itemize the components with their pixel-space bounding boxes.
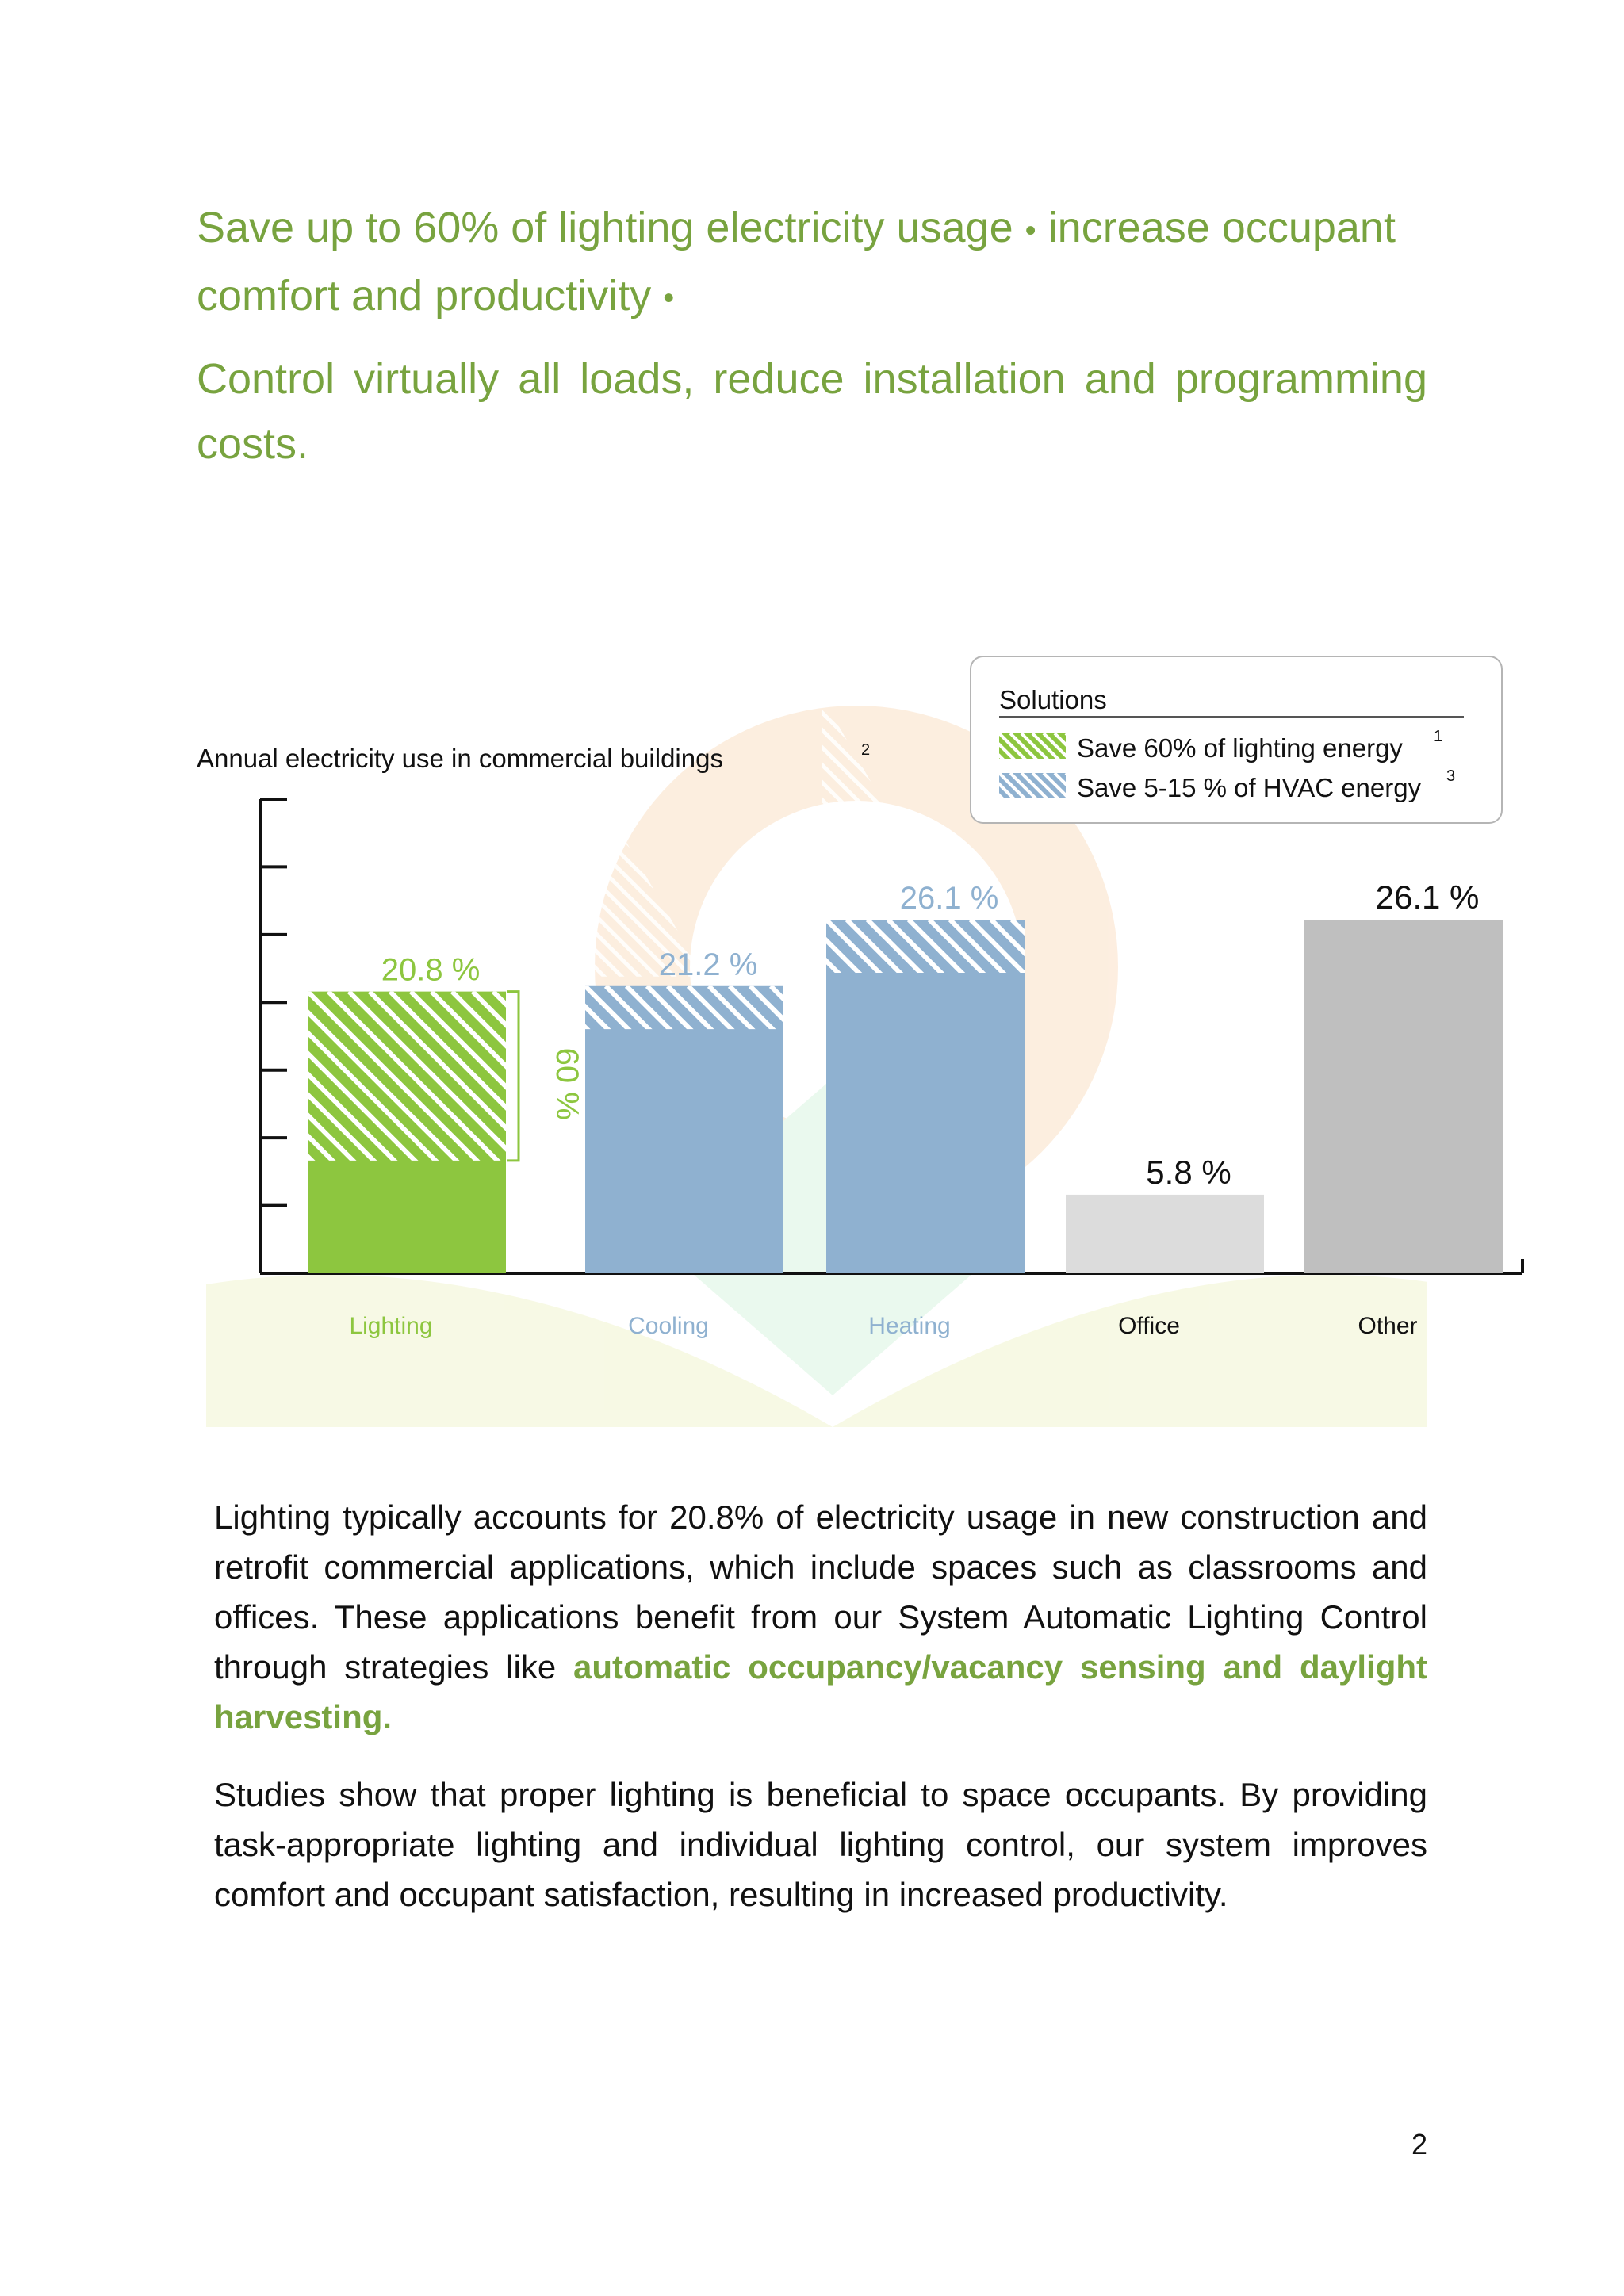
category-label-cooling: Cooling [628, 1313, 709, 1339]
category-label-office: Office [1118, 1313, 1180, 1339]
bullet-separator-2: • [663, 281, 675, 316]
legend-swatch-1 [999, 733, 1066, 759]
bar-cooling [585, 985, 783, 1273]
category-labels: Lighting Cooling Heating Office Other [349, 1313, 1417, 1339]
headline-part-2: increase occupant comfort and productivi… [197, 204, 1396, 320]
value-label-office: 5.8 % [1146, 1154, 1231, 1191]
paragraph-lighting-strategies: automatic occupancy/vacancy sensing and … [214, 1648, 1427, 1735]
value-label-heating: 26.1 % [900, 881, 999, 916]
value-label-other: 26.1 % [1376, 878, 1480, 916]
legend-item-1-footnote: 1 [1434, 728, 1442, 745]
paragraph-lighting-share: Lighting typically accounts for 20.8% of… [214, 1492, 1427, 1742]
category-label-lighting: Lighting [349, 1313, 432, 1339]
chart-title: Annual electricity use in commercial bui… [197, 744, 723, 773]
headline-control: Control virtually all loads, reduce inst… [197, 355, 1427, 468]
legend: Solutions Save 60% of lighting energy 1 Sav… [970, 656, 1503, 824]
paragraph-lighting-share-text: Lighting typically accounts for 20.8% of… [214, 1498, 1427, 1686]
savings-bracket: 60 % [508, 990, 584, 1162]
electricity-use-chart: Annual electricity use in commercial bui… [197, 656, 1524, 1427]
legend-title: Solutions [999, 685, 1107, 714]
savings-hatch-heating [826, 920, 1025, 973]
savings-bracket-label: 60 % [550, 1048, 584, 1120]
legend-box [970, 656, 1503, 824]
legend-swatch-2 [999, 773, 1066, 798]
legend-item-2-footnote: 3 [1446, 767, 1455, 785]
legend-item-1-label: Save 60% of lighting energy [1077, 733, 1403, 763]
legend-item-2-label: Save 5-15 % of HVAC energy [1077, 773, 1422, 802]
savings-hatch-lighting [308, 991, 506, 1161]
value-label-cooling: 21.2 % [659, 947, 758, 982]
page-number: 2 [1411, 2128, 1428, 2160]
chart-title-footnote: 2 [861, 741, 870, 759]
savings-bracket-line [508, 990, 520, 1162]
bar-office [1066, 1194, 1264, 1273]
value-labels: 20.8 % 21.2 % 26.1 % 5.8 % 26.1 % [381, 878, 1480, 1191]
headline-part-1: Save up to 60% of lighting electricity u… [197, 204, 1013, 251]
bar-heating [826, 920, 1025, 1273]
bar-other [1304, 920, 1503, 1273]
category-label-heating: Heating [868, 1313, 950, 1339]
value-label-lighting: 20.8 % [381, 953, 481, 988]
chart-bars [308, 698, 1503, 1273]
paragraph-occupant-benefits: Studies show that proper lighting is ben… [214, 1776, 1427, 1913]
bullet-separator-1: • [1025, 212, 1036, 248]
category-label-other: Other [1358, 1313, 1417, 1339]
headline-savings: Save up to 60% of lighting electricity u… [197, 195, 1427, 331]
savings-hatch-cooling [585, 985, 783, 1030]
